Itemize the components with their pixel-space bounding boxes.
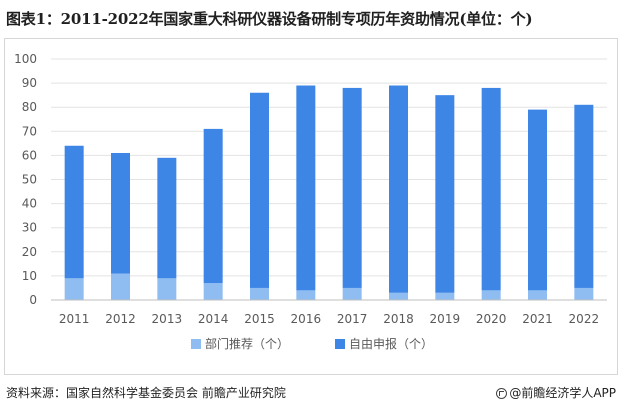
y-tick-label-90: 90 bbox=[22, 76, 37, 90]
x-tick-label-2016: 2016 bbox=[291, 312, 322, 326]
bar-2018-series-0 bbox=[389, 292, 408, 300]
bar-2016-series-0 bbox=[296, 290, 316, 300]
brand-credit: @前瞻经济学人APP bbox=[496, 384, 616, 401]
bar-2014-series-1 bbox=[203, 128, 223, 284]
x-tick-label-2012: 2012 bbox=[105, 312, 136, 326]
y-tick-label-10: 10 bbox=[22, 269, 37, 283]
bar-2015-series-0 bbox=[250, 287, 269, 300]
bar-2018-series-1 bbox=[389, 85, 408, 293]
bar-2022-series-0 bbox=[574, 287, 594, 300]
bar-2020-series-0 bbox=[481, 290, 501, 300]
x-tick-label-2011: 2011 bbox=[59, 312, 90, 326]
gridlines bbox=[51, 58, 607, 277]
bar-2011-series-1 bbox=[64, 145, 84, 279]
bar-2022-series-1 bbox=[574, 104, 594, 288]
bar-2017-series-0 bbox=[342, 287, 362, 300]
stacked-bar-chart: 0 10 20 30 40 50 60 70 80 90 100 2011 2012 2013 2014 20… bbox=[14, 52, 607, 351]
bar-2015-series-1 bbox=[250, 92, 269, 288]
chart-frame: 0 10 20 30 40 50 60 70 80 90 100 2011 2012 2013 2014 20… bbox=[4, 38, 618, 375]
bar-2019-series-0 bbox=[435, 292, 455, 300]
bars bbox=[64, 85, 594, 300]
x-tick-label-2021: 2021 bbox=[522, 312, 553, 326]
y-tick-label-70: 70 bbox=[22, 124, 37, 138]
y-tick-label-50: 50 bbox=[22, 173, 37, 187]
y-tick-label-30: 30 bbox=[22, 221, 37, 235]
y-tick-label-100: 100 bbox=[14, 52, 37, 66]
x-tick-label-2014: 2014 bbox=[198, 312, 229, 326]
x-tick-label-2020: 2020 bbox=[476, 312, 507, 326]
y-tick-label-40: 40 bbox=[22, 197, 37, 211]
legend-swatch-0 bbox=[191, 339, 201, 349]
y-tick-label-80: 80 bbox=[22, 100, 37, 114]
x-tick-label-2017: 2017 bbox=[337, 312, 368, 326]
legend-swatch-1 bbox=[335, 339, 345, 349]
brand-text: @前瞻经济学人APP bbox=[509, 386, 616, 400]
brand-logo-icon bbox=[496, 388, 508, 399]
bar-2019-series-1 bbox=[435, 95, 455, 293]
bar-2017-series-1 bbox=[342, 87, 362, 288]
bar-2016-series-1 bbox=[296, 85, 316, 291]
bar-2013-series-1 bbox=[157, 157, 177, 279]
chart-title: 图表1：2011-2022年国家重大科研仪器设备研制专项历年资助情况(单位：个) bbox=[6, 10, 533, 28]
bar-2012-series-1 bbox=[111, 152, 130, 274]
bar-2021-series-1 bbox=[528, 109, 547, 291]
y-tick-label-60: 60 bbox=[22, 148, 37, 162]
bar-2012-series-0 bbox=[111, 273, 130, 300]
legend: 部门推荐（个） 自由申报（个） bbox=[191, 336, 433, 351]
bar-2013-series-0 bbox=[157, 278, 177, 300]
legend-label-1: 自由申报（个） bbox=[349, 336, 433, 351]
bar-2021-series-0 bbox=[528, 290, 547, 300]
bar-2014-series-0 bbox=[203, 283, 223, 300]
y-tick-label-0: 0 bbox=[29, 293, 37, 307]
x-tick-label-2019: 2019 bbox=[430, 312, 461, 326]
bar-2020-series-1 bbox=[481, 87, 501, 291]
x-tick-label-2013: 2013 bbox=[152, 312, 183, 326]
x-tick-label-2015: 2015 bbox=[244, 312, 275, 326]
bar-2011-series-0 bbox=[64, 278, 84, 300]
x-tick-label-2018: 2018 bbox=[383, 312, 414, 326]
axes: 0 10 20 30 40 50 60 70 80 90 100 2011 2012 2013 2014 20… bbox=[14, 52, 607, 326]
x-tick-label-2022: 2022 bbox=[569, 312, 600, 326]
source-note: 资料来源：国家自然科学基金委员会 前瞻产业研究院 bbox=[6, 386, 286, 400]
legend-label-0: 部门推荐（个） bbox=[205, 336, 289, 351]
y-tick-label-20: 20 bbox=[22, 245, 37, 259]
